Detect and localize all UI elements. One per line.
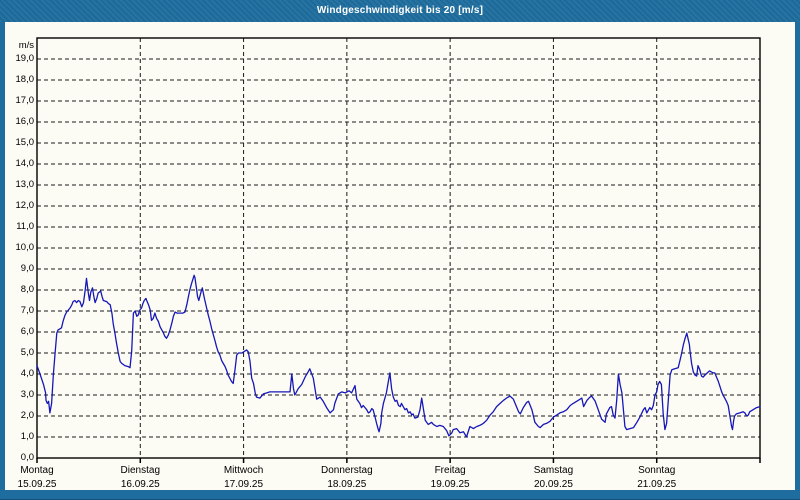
y-tick-label: 11,0 xyxy=(16,221,34,232)
date-label: 16.09.25 xyxy=(120,479,160,490)
y-tick-label: 1,0 xyxy=(20,431,34,442)
date-label: 18.09.25 xyxy=(327,479,367,490)
wind-speed-line xyxy=(36,274,761,438)
y-tick-label: 5,0 xyxy=(20,347,34,358)
date-label: 15.09.25 xyxy=(17,479,57,490)
y-tick-label: 16,0 xyxy=(15,116,35,127)
y-tick-label: 6,0 xyxy=(20,326,34,337)
x-axis-ticks xyxy=(36,458,761,463)
y-tick-label: 18,0 xyxy=(15,74,35,85)
day-label: Montag xyxy=(20,465,54,476)
date-label: 17.09.25 xyxy=(224,479,264,490)
day-label: Freitag xyxy=(434,465,466,476)
y-tick-label: 15,0 xyxy=(15,137,35,148)
day-label: Mittwoch xyxy=(223,465,264,476)
y-tick-label: 8,0 xyxy=(20,284,34,295)
date-label: 19.09.25 xyxy=(430,479,470,490)
day-label: Donnerstag xyxy=(320,465,373,476)
y-tick-label: 2,0 xyxy=(20,410,34,421)
date-label: 21.09.25 xyxy=(637,479,677,490)
gridlines xyxy=(37,38,760,458)
y-tick-label: 3,0 xyxy=(20,389,34,400)
day-label: Samstag xyxy=(533,465,574,476)
y-tick-label: 0,0 xyxy=(20,452,34,463)
date-label: 20.09.25 xyxy=(533,479,573,490)
y-tick-label: 19,0 xyxy=(15,53,35,64)
title-bar: Windgeschwindigkeit bis 20 [m/s] xyxy=(0,0,800,22)
y-tick-label: 4,0 xyxy=(20,368,34,379)
y-tick-label: 14,0 xyxy=(15,158,35,169)
y-tick-label: 13,0 xyxy=(15,179,35,190)
y-tick-label: 7,0 xyxy=(20,305,34,316)
wind-speed-chart xyxy=(36,37,761,463)
y-tick-label: 12,0 xyxy=(15,200,35,211)
window-title: Windgeschwindigkeit bis 20 [m/s] xyxy=(316,5,484,16)
y-axis-unit-label: m/s xyxy=(18,40,34,51)
y-tick-label: 17,0 xyxy=(15,95,35,106)
plot-border xyxy=(36,37,761,459)
day-label: Dienstag xyxy=(120,465,161,476)
y-tick-label: 9,0 xyxy=(20,263,34,274)
y-tick-label: 10,0 xyxy=(15,242,35,253)
day-label: Sonntag xyxy=(638,465,676,476)
